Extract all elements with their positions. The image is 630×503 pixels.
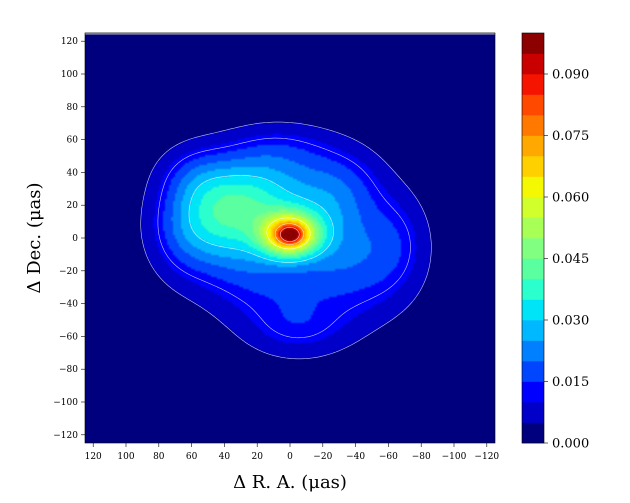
y-axis-label: Δ Dec. (μas) [24,182,45,293]
contour-line [157,137,411,339]
colorbar-tick-label: 0.015 [552,375,589,390]
y-tick-label: −40 [59,300,78,310]
colorbar-band [522,53,544,75]
colorbar-band [522,33,544,54]
colorbar-tick-label: 0.030 [552,314,589,329]
colorbar-tick-label: 0.000 [552,437,589,452]
colorbar-band [522,381,544,403]
contour-line [279,227,300,242]
contour-line [266,217,311,250]
colorbar-band [522,422,544,444]
x-axis-ticks: 120 100 80 60 40 20 0 −20 −40 −60 −80 −100 −120 [85,443,499,462]
y-tick-label: 20 [67,201,79,211]
colorbar-band [522,217,544,239]
contour-line [274,223,304,245]
x-tick-label: −40 [346,452,365,462]
colorbar-tick-label: 0.075 [552,129,589,144]
colorbar-tick-label: 0.060 [552,191,589,206]
x-tick-label: 100 [117,452,134,462]
x-tick-label: 80 [153,452,165,462]
colorbar-tick-label: 0.045 [552,252,589,267]
x-tick-label: −20 [313,452,332,462]
colorbar-band [522,197,544,218]
y-tick-label: 60 [67,136,79,146]
y-tick-label: −20 [59,267,78,277]
x-tick-label: 40 [219,452,231,462]
x-tick-label: 120 [85,452,102,462]
colorbar-ticks: 0.000 0.015 0.030 0.045 0.060 0.075 0.090 [544,68,589,452]
contour-line [188,175,334,263]
colorbar-band [522,176,544,198]
x-tick-label: −60 [379,452,398,462]
colorbar-band [522,361,544,382]
colorbar-band [522,279,544,300]
colorbar-bands [522,33,544,444]
x-tick-label: 20 [251,452,263,462]
y-tick-label: 40 [67,168,79,178]
y-tick-label: −60 [59,332,78,342]
colorbar-band [522,115,544,136]
x-axis-label: Δ R. A. (μas) [233,472,347,493]
colorbar-band [522,74,544,95]
contour-lines [140,121,432,360]
colorbar-frame [521,32,545,444]
colorbar-band [522,156,544,177]
colorbar-band [522,94,544,116]
y-tick-label: 0 [72,234,78,244]
colorbar-band [522,258,544,280]
plot-area [84,32,496,444]
colorbar-band [522,340,544,362]
x-tick-label: −120 [474,452,499,462]
x-tick-label: 60 [186,452,198,462]
y-tick-label: −80 [59,365,78,375]
y-tick-label: 120 [61,37,78,47]
x-tick-label: 0 [287,452,293,462]
y-tick-label: −120 [53,431,78,441]
colorbar-band [522,402,544,423]
y-axis-ticks: 120 100 80 60 40 20 0 −20 −40 −60 −80 −100 −120 [53,37,85,441]
y-tick-label: 100 [61,70,78,80]
colorbar-tick-label: 0.090 [552,68,589,83]
heatmap-image [85,33,495,443]
x-tick-label: −100 [442,452,467,462]
colorbar-band [522,238,544,259]
y-tick-label: −100 [53,398,78,408]
colorbar-band [522,320,544,341]
colorbar-band [522,299,544,321]
y-tick-label: 80 [67,103,79,113]
x-tick-label: −80 [412,452,431,462]
colorbar-band [522,135,544,157]
contour-line [140,121,432,360]
colorbar: 0.000 0.015 0.030 0.045 0.060 0.075 0.090 [521,32,589,452]
